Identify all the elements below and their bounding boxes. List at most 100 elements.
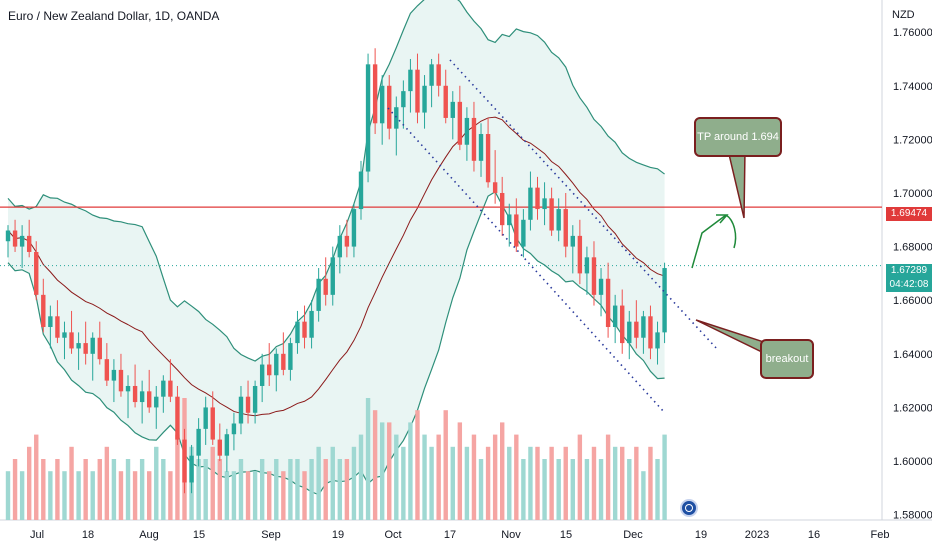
candle-body[interactable] — [598, 278, 604, 295]
candle-body[interactable] — [245, 396, 251, 413]
candle-body[interactable] — [231, 423, 237, 435]
candle-body[interactable] — [620, 305, 625, 344]
candle-body[interactable] — [570, 235, 575, 247]
candle-body[interactable] — [584, 257, 590, 274]
candle-body[interactable] — [351, 209, 357, 247]
candle-body[interactable] — [358, 171, 364, 210]
candle-body[interactable] — [634, 321, 639, 338]
candle-body[interactable] — [323, 278, 328, 295]
candle-body[interactable] — [535, 187, 540, 210]
candle-body[interactable] — [337, 235, 343, 258]
candle-body[interactable] — [161, 380, 166, 397]
candle-body[interactable] — [450, 101, 455, 118]
candle-body[interactable] — [295, 321, 300, 344]
candle-body[interactable] — [62, 332, 67, 338]
candle-body[interactable] — [408, 69, 413, 92]
candle-body[interactable] — [443, 85, 448, 118]
candle-body[interactable] — [662, 268, 667, 333]
volume-bar — [231, 471, 237, 520]
candle-body[interactable] — [464, 117, 470, 145]
candle-body[interactable] — [612, 305, 618, 328]
candle-body[interactable] — [182, 439, 187, 483]
candle-body[interactable] — [330, 257, 335, 295]
candle-body[interactable] — [429, 64, 434, 86]
candle-body[interactable] — [12, 230, 18, 247]
candle-body[interactable] — [655, 332, 660, 349]
candle-body[interactable] — [641, 316, 646, 338]
candle-body[interactable] — [563, 209, 568, 247]
candle-body[interactable] — [76, 343, 81, 349]
candle-body[interactable] — [542, 198, 547, 210]
globe-icon[interactable] — [680, 499, 698, 517]
candle-body[interactable] — [485, 134, 491, 183]
candle-body[interactable] — [457, 101, 463, 145]
candle-body[interactable] — [224, 434, 230, 456]
candle-body[interactable] — [281, 353, 286, 370]
candle-body[interactable] — [238, 396, 244, 424]
candle-body[interactable] — [627, 321, 632, 344]
candle-body[interactable] — [577, 235, 583, 274]
candle-body[interactable] — [41, 294, 46, 328]
candle-body[interactable] — [203, 407, 208, 429]
candle-body[interactable] — [394, 107, 399, 129]
candle-body[interactable] — [514, 214, 519, 247]
candle-body[interactable] — [521, 219, 526, 247]
candle-body[interactable] — [125, 385, 131, 392]
candle-body[interactable] — [549, 198, 554, 231]
candle-body[interactable] — [267, 364, 272, 376]
candle-body[interactable] — [500, 192, 505, 226]
candle-body[interactable] — [26, 235, 32, 252]
candle-body[interactable] — [471, 117, 477, 161]
candle-body[interactable] — [507, 214, 512, 226]
candle-body[interactable] — [252, 385, 258, 413]
candle-body[interactable] — [168, 380, 173, 397]
candle-body[interactable] — [217, 439, 222, 456]
candle-body[interactable] — [492, 182, 498, 193]
candle-body[interactable] — [259, 364, 265, 386]
candle-body[interactable] — [316, 278, 321, 311]
candle-body[interactable] — [302, 321, 307, 338]
candle-body[interactable] — [605, 278, 611, 328]
candle-body[interactable] — [274, 353, 279, 376]
candle-body[interactable] — [344, 235, 350, 247]
candle-body[interactable] — [55, 316, 60, 338]
candle-body[interactable] — [478, 134, 484, 161]
candle-body[interactable] — [118, 369, 124, 392]
candle-body[interactable] — [415, 69, 420, 113]
candle-body[interactable] — [97, 337, 102, 360]
candle-body[interactable] — [196, 428, 201, 456]
volume-bar — [478, 459, 484, 520]
candle-body[interactable] — [648, 316, 653, 349]
candle-body[interactable] — [90, 337, 95, 354]
candle-body[interactable] — [111, 369, 117, 381]
candle-body[interactable] — [132, 385, 138, 403]
candle-body[interactable] — [528, 187, 533, 220]
candle-body[interactable] — [19, 235, 25, 247]
candle-body[interactable] — [372, 64, 378, 124]
candle-body[interactable] — [104, 359, 110, 381]
candle-body[interactable] — [556, 209, 561, 231]
candle-body[interactable] — [401, 91, 406, 108]
candle-body[interactable] — [365, 64, 371, 172]
candle-body[interactable] — [139, 391, 145, 403]
candle-body[interactable] — [387, 85, 392, 129]
candle-body[interactable] — [154, 396, 159, 408]
candle-body[interactable] — [189, 455, 194, 483]
candle-body[interactable] — [422, 85, 427, 113]
candle-body[interactable] — [175, 396, 180, 440]
candle-body[interactable] — [147, 391, 152, 408]
volume-bar — [570, 459, 575, 520]
candle-body[interactable] — [83, 343, 88, 354]
candle-body[interactable] — [288, 343, 293, 370]
candle-body[interactable] — [379, 85, 385, 124]
candle-body[interactable] — [34, 251, 39, 295]
candle-body[interactable] — [69, 332, 74, 349]
candle-body[interactable] — [436, 64, 441, 86]
volume-bar — [5, 471, 11, 520]
candle-body[interactable] — [591, 257, 597, 295]
candle-body[interactable] — [309, 310, 314, 338]
candle-body[interactable] — [210, 407, 215, 440]
candle-body[interactable] — [5, 230, 11, 242]
candle-body[interactable] — [48, 316, 53, 328]
